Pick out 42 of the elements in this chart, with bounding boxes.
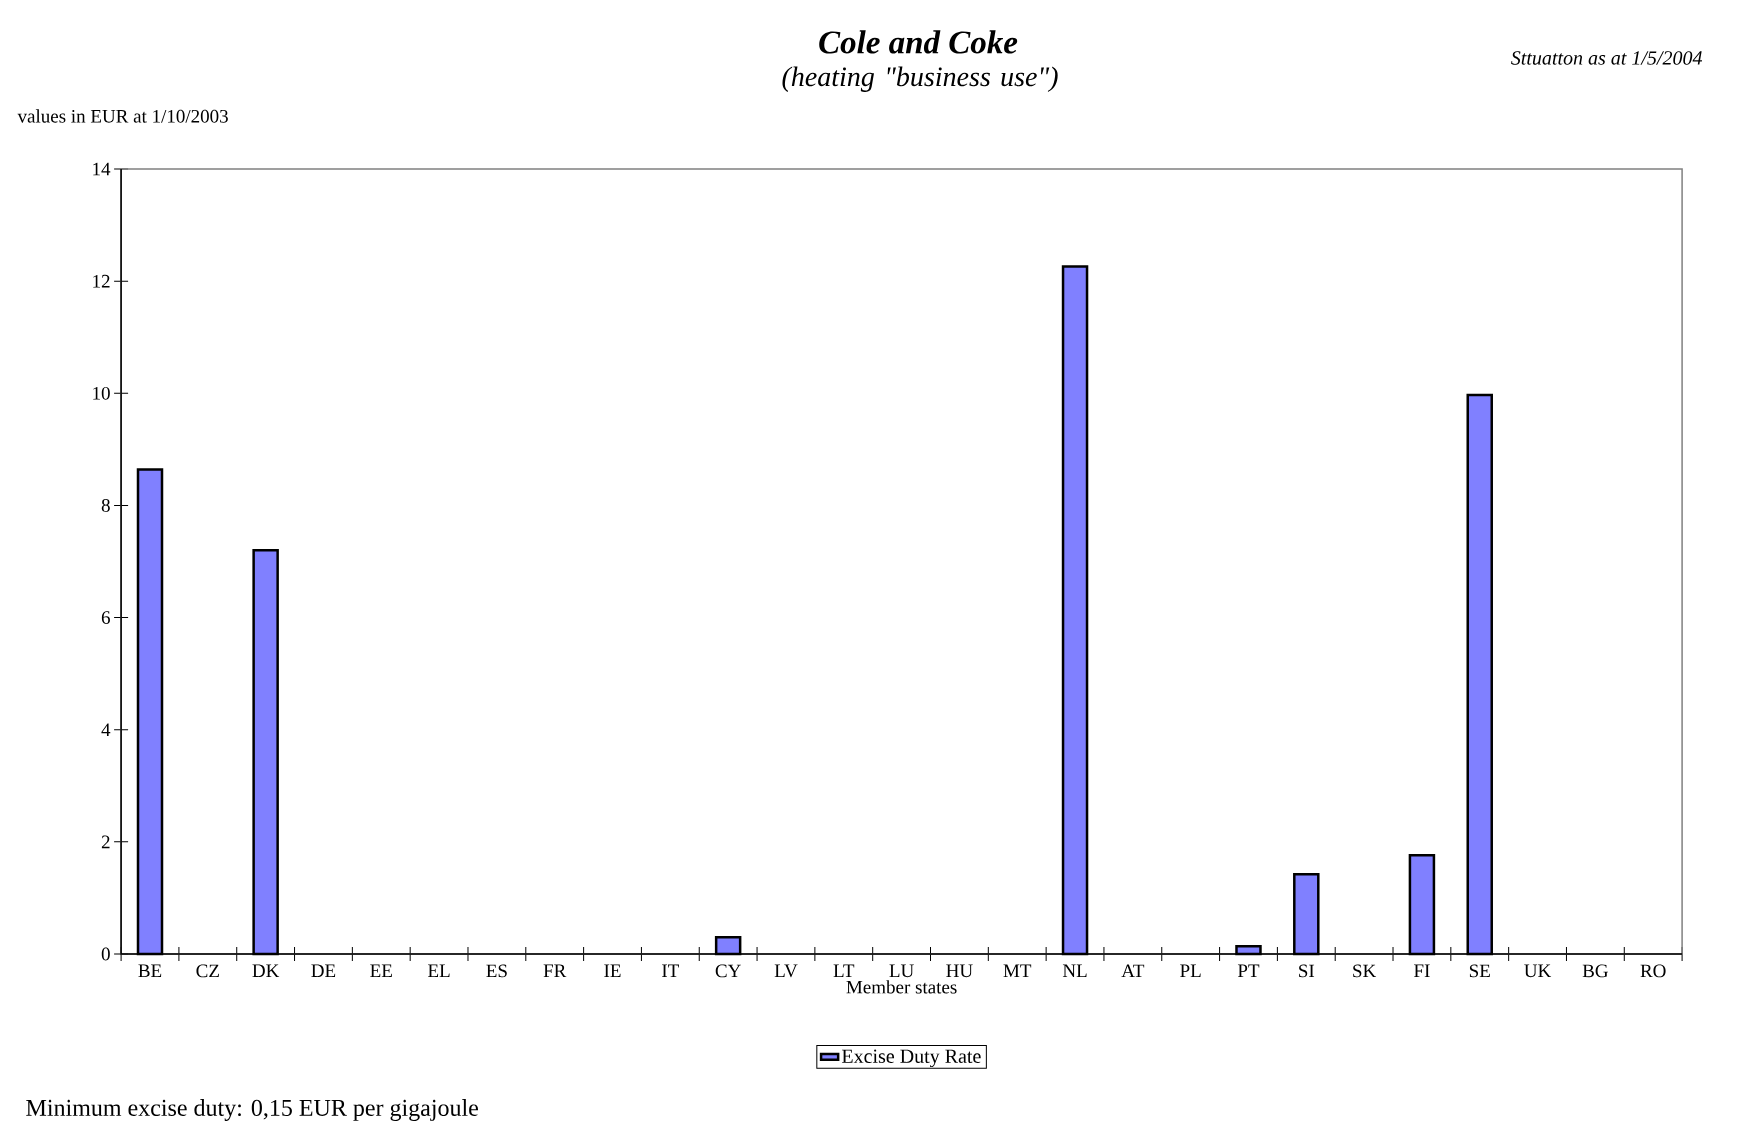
- legend-label: Excise Duty Rate: [841, 1049, 981, 1068]
- x-tick-label: LV: [774, 964, 798, 978]
- x-tick-label: NL: [1062, 964, 1087, 977]
- x-tick-label: RO: [1640, 964, 1666, 978]
- chart-title: Cole and Coke: [819, 30, 1018, 54]
- x-tick-label: SI: [1299, 964, 1315, 978]
- y-tick-label: 8: [101, 499, 110, 512]
- y-axis-title: values in EUR at 1/10/2003: [17, 109, 228, 123]
- y-tick-label: 14: [93, 162, 111, 176]
- x-tick-label: LU: [889, 964, 914, 978]
- x-tick-label: DE: [311, 964, 336, 977]
- x-tick-label: ES: [486, 964, 507, 978]
- x-axis-title: Member states: [846, 980, 957, 994]
- x-tick-label: DK: [252, 964, 280, 977]
- x-tick-label: BE: [138, 964, 162, 978]
- x-tick-label: FR: [543, 964, 567, 977]
- y-tick-label: 6: [101, 611, 110, 624]
- x-tick-label: HU: [946, 964, 973, 978]
- x-tick-label: PT: [1237, 964, 1260, 977]
- x-tick-label: SE: [1469, 964, 1490, 978]
- x-tick-label: CY: [715, 964, 741, 978]
- y-tick-label: 12: [93, 274, 110, 288]
- x-tick-label: CZ: [196, 964, 219, 978]
- x-tick-label: UK: [1524, 964, 1552, 978]
- y-tick-label: 0: [101, 947, 110, 961]
- x-tick-label: LT: [833, 964, 855, 977]
- text: Sttuatton as at 1/5/2004: [1511, 51, 1703, 65]
- x-tick-label: EE: [370, 964, 392, 977]
- x-tick-label: IE: [604, 964, 621, 977]
- x-tick-label: MT: [1003, 964, 1032, 977]
- text: Minimum excise duty: 0,15 EUR per gigajoule: [26, 1099, 479, 1121]
- x-tick-label: BG: [1582, 964, 1608, 978]
- x-tick-label: FI: [1414, 964, 1430, 977]
- x-tick-label: AT: [1121, 964, 1145, 978]
- x-tick-label: SK: [1353, 964, 1377, 978]
- x-tick-label: EL: [428, 964, 450, 977]
- y-tick-label: 10: [93, 386, 110, 400]
- x-tick-label: PL: [1180, 964, 1201, 977]
- x-tick-label: IT: [662, 964, 679, 977]
- y-tick-label: 2: [101, 835, 110, 849]
- chart-subtitle: (heating "business use"): [782, 66, 1058, 92]
- y-tick-label: 4: [101, 723, 111, 736]
